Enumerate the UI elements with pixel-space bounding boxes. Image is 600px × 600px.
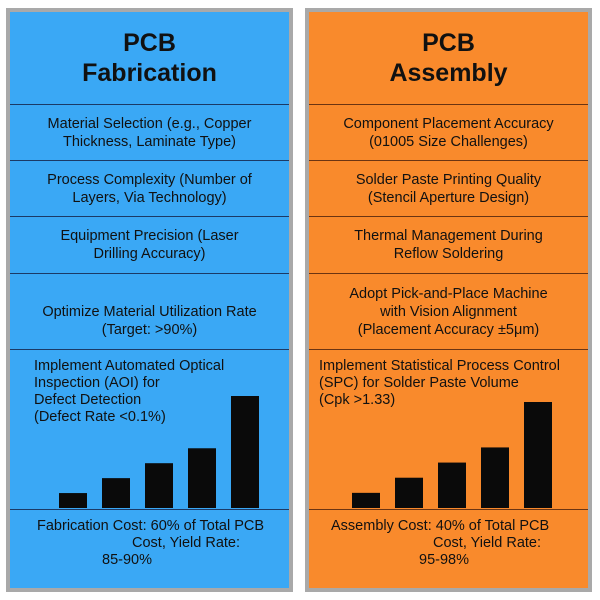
fabrication-title-line2: Fabrication	[82, 59, 217, 87]
fabrication-bar-3	[145, 463, 173, 508]
fabrication-chart-area: Implement Automated Optical Inspection (…	[10, 349, 289, 510]
assembly-item-thermal-management: Thermal Management During Reflow Solderin…	[309, 216, 588, 273]
item-line: (01005 Size Challenges)	[369, 133, 528, 150]
item-line: Solder Paste Printing Quality	[355, 171, 542, 188]
item-line: (Stencil Aperture Design)	[367, 189, 530, 206]
assembly-bar-2	[395, 477, 423, 508]
fabrication-item-material-selection: Material Selection (e.g., Copper Thicknes…	[10, 104, 289, 160]
footer-line: 95-98%	[419, 552, 469, 568]
caption-line: Implement Statistical Process Control	[319, 358, 560, 374]
assembly-bar-chart	[352, 402, 552, 508]
caption-line: (SPC) for Solder Paste Volume	[319, 375, 519, 391]
assembly-bar-4	[481, 447, 509, 508]
footer-line: Cost, Yield Rate:	[433, 535, 541, 551]
assembly-bar-5	[524, 402, 552, 508]
caption-line: (Cpk >1.33)	[319, 392, 396, 408]
fabrication-item-process-complexity: Process Complexity (Number of Layers, Via…	[10, 160, 289, 216]
footer-line: Cost, Yield Rate:	[132, 535, 240, 551]
assembly-title-line1: PCB	[422, 29, 475, 57]
item-line: Adopt Pick-and-Place Machine	[349, 285, 548, 302]
item-line: Optimize Material Utilization Rate	[42, 303, 257, 320]
fabrication-panel: PCB Fabrication Material Selection (e.g.…	[6, 8, 293, 592]
assembly-chart-area: Implement Statistical Process Control (S…	[309, 349, 588, 510]
item-line: Process Complexity (Number of	[47, 171, 252, 188]
footer-line: 85-90%	[102, 552, 152, 568]
fabrication-item-equipment-precision: Equipment Precision (Laser Drilling Accur…	[10, 216, 289, 273]
assembly-bar-3	[438, 462, 466, 508]
assembly-title-line2: Assembly	[389, 59, 508, 87]
item-line: Material Selection (e.g., Copper	[47, 115, 252, 132]
caption-line: Inspection (AOI) for	[34, 375, 160, 391]
assembly-item-pick-and-place: Adopt Pick-and-Place Machine with Vision …	[309, 273, 588, 349]
caption-line: Defect Detection	[34, 392, 142, 408]
item-line: Reflow Soldering	[393, 246, 504, 262]
assembly-footer: Assembly Cost: 40% of Total PCB Cost, Yi…	[309, 509, 588, 593]
fabrication-bar-2	[102, 478, 130, 508]
item-line: Layers, Via Technology)	[72, 189, 227, 206]
fabrication-title-line1: PCB	[123, 29, 176, 57]
fabrication-title: PCB Fabrication	[10, 12, 289, 104]
assembly-item-solder-paste-quality: Solder Paste Printing Quality (Stencil Ap…	[309, 160, 588, 216]
fabrication-bar-5	[231, 396, 259, 508]
fabrication-item-material-utilization: Optimize Material Utilization Rate (Targe…	[10, 273, 289, 349]
footer-line: Assembly Cost: 40% of Total PCB	[331, 518, 550, 534]
assembly-item-placement-accuracy: Component Placement Accuracy (01005 Size …	[309, 104, 588, 160]
fabrication-footer: Fabrication Cost: 60% of Total PCB Cost,…	[10, 509, 289, 593]
item-line: Component Placement Accuracy	[343, 115, 554, 132]
fabrication-bar-chart	[59, 396, 259, 508]
fabrication-chart-caption: Implement Automated Optical Inspection (…	[34, 358, 279, 426]
item-line: (Target: >90%)	[101, 321, 198, 338]
assembly-title: PCB Assembly	[309, 12, 588, 104]
item-line: (Placement Accuracy ±5μm)	[357, 321, 540, 338]
caption-line: Implement Automated Optical	[34, 358, 225, 374]
fabrication-bar-4	[188, 448, 216, 508]
fabrication-bar-1	[59, 493, 87, 508]
assembly-chart-caption: Implement Statistical Process Control (S…	[319, 358, 584, 409]
item-line: Drilling Accuracy)	[93, 246, 206, 262]
assembly-bar-1	[352, 492, 380, 508]
item-line: with Vision Alignment	[380, 303, 517, 320]
caption-line: (Defect Rate <0.1%)	[34, 409, 166, 425]
item-line: Thickness, Laminate Type)	[62, 133, 236, 150]
item-line: Equipment Precision (Laser	[60, 228, 239, 244]
footer-line: Fabrication Cost: 60% of Total PCB	[37, 518, 265, 534]
assembly-panel: PCB Assembly Component Placement Accurac…	[305, 8, 592, 592]
item-line: Thermal Management During	[354, 228, 543, 244]
